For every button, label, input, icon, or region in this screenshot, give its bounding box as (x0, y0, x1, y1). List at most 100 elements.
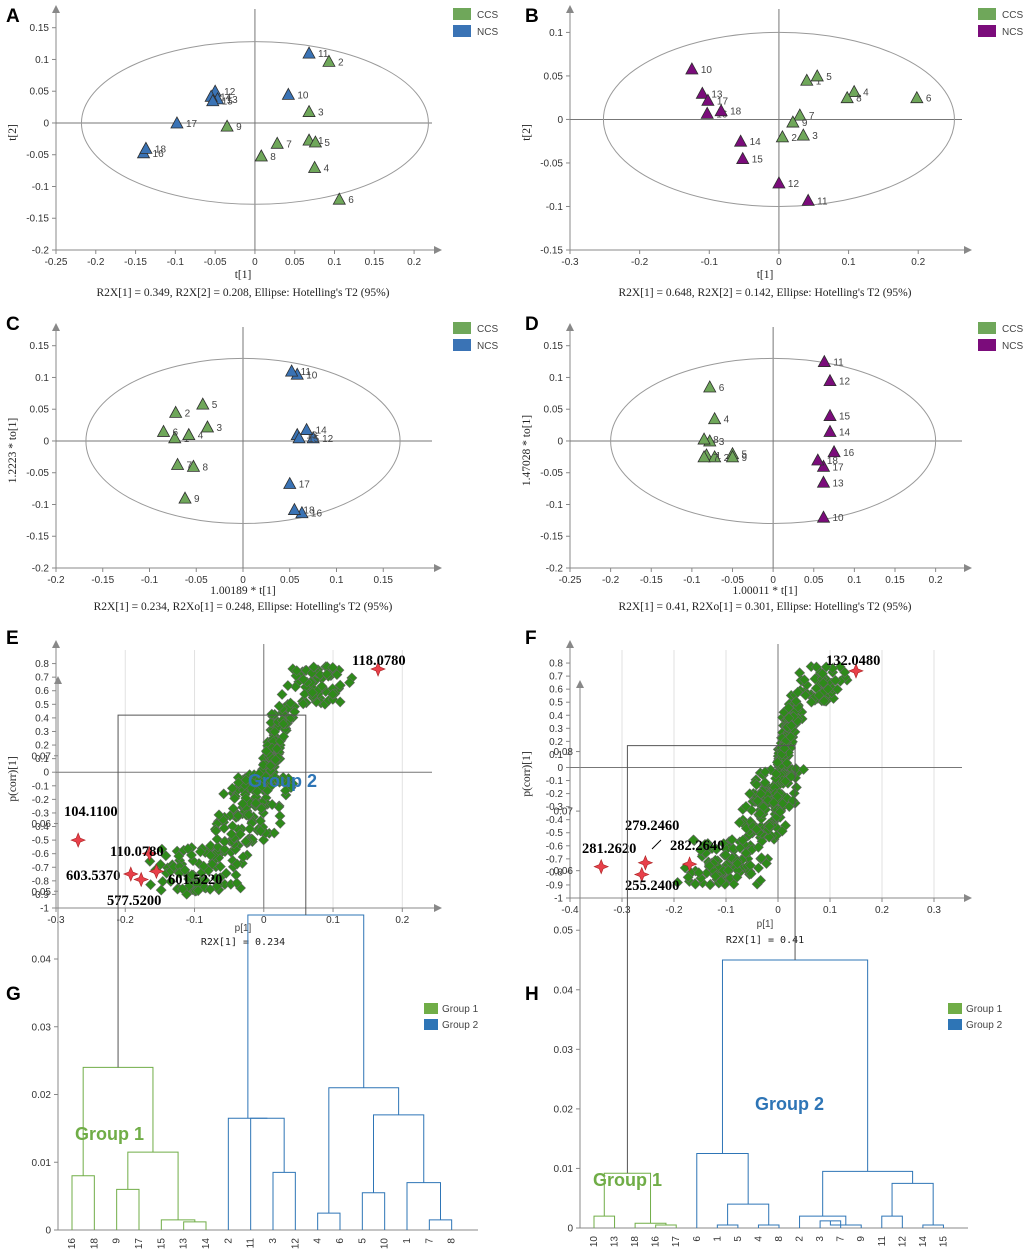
point-label: 10 (306, 370, 318, 381)
variable-point (710, 870, 721, 882)
point-ncs (816, 459, 831, 472)
hotelling-ellipse (80, 41, 429, 205)
variable-point (781, 757, 793, 769)
variable-point (688, 834, 699, 846)
y-tick-label: -0.15 (540, 246, 563, 257)
variable-point (720, 849, 732, 861)
variable-point (205, 849, 216, 861)
variable-point (214, 861, 226, 873)
variable-point (165, 876, 177, 887)
variable-point (759, 777, 771, 788)
y-tick-label: 0.06 (554, 866, 574, 877)
x-tick-label: 0 (261, 915, 267, 926)
point-ccs (168, 430, 182, 444)
y-tick-label: 0.6 (35, 686, 49, 697)
hotelling-ellipse (602, 31, 955, 207)
point-label: 10 (297, 90, 309, 101)
y-tick-label: 0 (45, 1226, 51, 1237)
variable-point (219, 836, 230, 848)
variable-point (817, 668, 828, 680)
y-tick-label: -0.1 (546, 776, 564, 787)
panel-letter: G (6, 984, 21, 1005)
x-tick-label: -0.3 (561, 257, 579, 268)
variable-point (740, 801, 752, 812)
dendrogram-link (799, 1215, 847, 1228)
variable-point (256, 803, 267, 815)
y-tick-label: -0.7 (32, 863, 50, 874)
variable-point (734, 817, 745, 828)
point-label: 3 (719, 437, 725, 448)
y-axis-arrow (54, 676, 62, 684)
panel-letter: H (525, 984, 539, 1005)
y-tick-label: 0.2 (35, 741, 49, 752)
leaf-label: 4 (753, 1236, 764, 1242)
variable-point (818, 695, 830, 707)
point-ncs (281, 87, 296, 100)
x-tick-label: 0 (776, 257, 782, 268)
point-label: 16 (311, 509, 323, 520)
point-label: 11 (817, 196, 828, 207)
point-ccs (270, 136, 284, 149)
x-tick-label: -0.1 (683, 575, 701, 586)
y-tick-label: 0.5 (549, 698, 563, 709)
leaf-label: 1 (712, 1236, 723, 1242)
x-tick-label: -0.05 (185, 575, 208, 586)
y-tick-label: -0.1 (32, 781, 50, 792)
variable-point (285, 697, 296, 709)
point-ccs (308, 135, 323, 148)
caption: R2X[1] = 0.234 (201, 937, 285, 948)
point-ccs (170, 457, 185, 470)
y-tick-label: 0.05 (30, 87, 50, 98)
variable-point (297, 698, 309, 710)
point-label: 13 (306, 431, 318, 442)
point-label: 6 (719, 383, 725, 394)
point-label: 10 (833, 513, 845, 524)
leaf-label: 6 (335, 1238, 346, 1244)
x-tick-label: 0.2 (875, 905, 889, 916)
hotelling-ellipse (85, 357, 401, 525)
point-ccs (302, 104, 316, 117)
point-label: 9 (802, 118, 808, 129)
variable-point (704, 879, 716, 891)
point-label: 11 (318, 49, 329, 60)
variable-point (754, 807, 766, 819)
point-label: 15 (308, 434, 320, 445)
highlight-label: 281.2620 (582, 841, 636, 857)
x-axis-arrow (434, 904, 442, 912)
variable-point (776, 825, 788, 837)
y-tick-label: 0.08 (554, 747, 574, 758)
y-tick-label: -0.7 (546, 854, 564, 865)
variable-point (280, 785, 291, 797)
x-tick-label: -0.15 (124, 257, 147, 268)
legend-label: NCS (1002, 341, 1023, 352)
point-label: 5 (212, 400, 218, 411)
point-ccs (186, 459, 201, 472)
panel-B: B -0.3 -0.2 -0.1 0 0.1 0.2 -0.15 -0.1 -0.05 0 0.05 0… (521, 5, 1023, 299)
leaf-label: 11 (877, 1236, 888, 1247)
y-tick-label: 0.1 (549, 28, 563, 39)
leader-line (651, 839, 662, 850)
point-ccs (169, 405, 183, 418)
legend-swatch (453, 339, 471, 351)
point-label: 3 (216, 423, 222, 434)
y-tick-label: 0.07 (32, 751, 52, 762)
point-label: 18 (827, 456, 839, 467)
variable-point (785, 771, 797, 783)
point-ccs (725, 450, 740, 463)
variable-point (728, 878, 740, 890)
y-tick-label: 0.02 (32, 1090, 52, 1101)
legend-label: CCS (1002, 10, 1023, 21)
dendrogram-link (593, 1215, 616, 1228)
x-axis-label: t[1] (235, 269, 252, 281)
x-tick-label: -0.15 (640, 575, 663, 586)
y-tick-label: -0.2 (546, 789, 564, 800)
y-tick-label: -0.05 (540, 158, 563, 169)
y-tick-label: 0.15 (30, 23, 50, 34)
y-tick-label: 0 (43, 768, 49, 779)
y-tick-label: 0.7 (35, 673, 49, 684)
dendrogram-link (160, 1219, 196, 1230)
y-tick-label: 0.05 (30, 405, 50, 416)
variable-point (722, 864, 734, 876)
variable-point (271, 743, 283, 755)
x-tick-label: 0.05 (804, 575, 824, 586)
